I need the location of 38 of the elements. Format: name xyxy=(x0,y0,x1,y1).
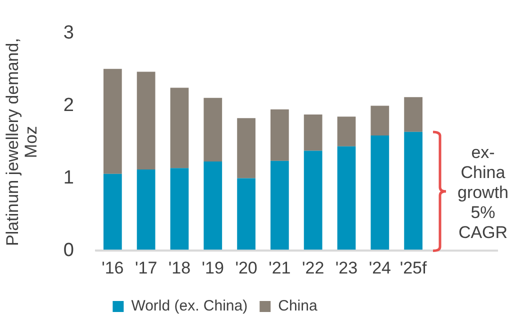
bar xyxy=(170,88,189,168)
x-tick-label: '22 xyxy=(302,258,324,278)
bar xyxy=(370,106,390,136)
x-tick-label: '16 xyxy=(102,258,124,278)
y-axis-title: Platinum jewellery demand, Moz xyxy=(3,38,41,246)
bar xyxy=(404,97,422,132)
bar xyxy=(370,135,390,251)
x-tick-label: '17 xyxy=(134,258,158,278)
bar xyxy=(237,178,256,251)
text: ex-China growth 5% CAGR xyxy=(456,143,510,244)
y-tick-label: 3 xyxy=(63,22,74,44)
bar xyxy=(337,116,356,146)
bar xyxy=(337,146,356,251)
bar xyxy=(304,150,322,251)
x-tick-label: '21 xyxy=(268,258,291,278)
bar xyxy=(404,132,422,251)
bar xyxy=(270,109,289,161)
y-tick-label: 0 xyxy=(63,240,74,261)
bar xyxy=(204,162,222,251)
x-tick-label: '20 xyxy=(235,258,258,278)
bar xyxy=(170,168,189,251)
bar xyxy=(204,98,222,162)
legend-label: World (ex. China) xyxy=(131,298,248,315)
bar xyxy=(270,160,289,251)
y-tick-label: 1 xyxy=(63,167,74,188)
bar xyxy=(103,174,122,251)
legend-label: China xyxy=(278,298,318,315)
bar xyxy=(304,114,322,151)
y-tick-label: 2 xyxy=(63,95,74,116)
bar xyxy=(237,118,256,178)
x-tick-label: '24 xyxy=(368,258,391,278)
x-tick-label: '19 xyxy=(202,258,224,278)
bar xyxy=(136,72,156,170)
x-tick-label: '23 xyxy=(335,258,358,278)
bar xyxy=(103,68,122,174)
x-tick-label: '25f xyxy=(400,258,428,278)
x-tick-label: '18 xyxy=(168,258,191,278)
bar xyxy=(136,170,156,251)
